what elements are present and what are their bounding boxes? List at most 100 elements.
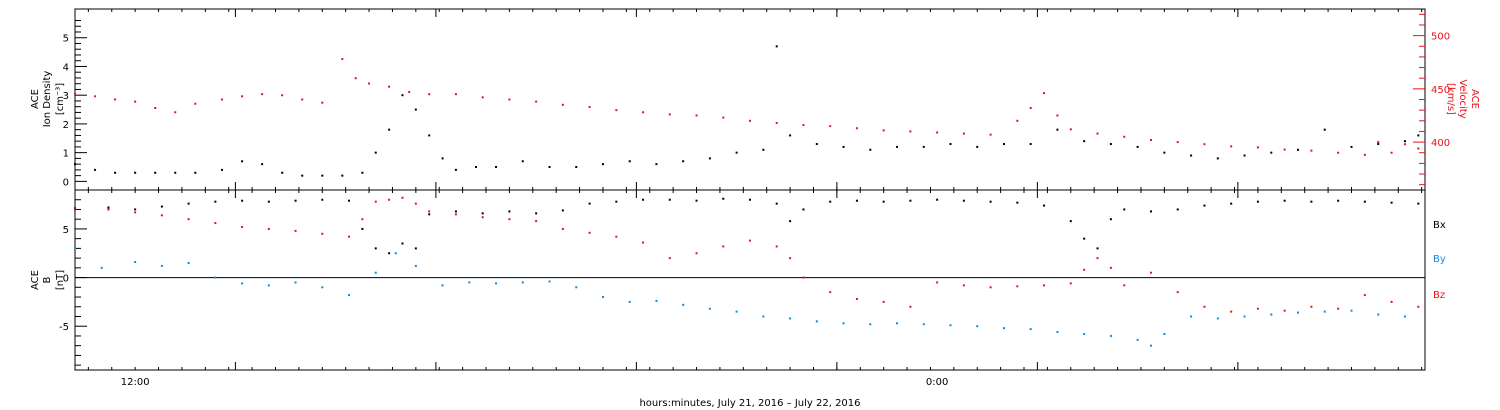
bx-point xyxy=(267,200,270,203)
by-point xyxy=(575,286,578,289)
density-point xyxy=(1403,140,1406,143)
by-point xyxy=(294,281,297,284)
density-point xyxy=(474,166,477,169)
density-point xyxy=(321,174,324,177)
bx-point xyxy=(1203,204,1206,207)
density-point xyxy=(1216,157,1219,160)
bz-point xyxy=(214,222,217,225)
density-point xyxy=(601,163,604,166)
bz-point xyxy=(134,211,137,214)
density-point xyxy=(114,171,117,174)
density-point xyxy=(842,145,845,148)
velocity-point xyxy=(1203,143,1206,146)
by-point xyxy=(548,280,551,283)
density-point xyxy=(815,143,818,146)
by-point xyxy=(869,323,872,326)
density-point xyxy=(575,166,578,169)
bz-point xyxy=(588,231,591,234)
bz-point xyxy=(1417,305,1420,308)
y-tick-label: 0 xyxy=(63,177,69,188)
density-point xyxy=(548,166,551,169)
bx-point xyxy=(1016,201,1019,204)
bz-point xyxy=(668,257,671,260)
density-point xyxy=(414,108,417,111)
density-point xyxy=(762,148,765,151)
velocity-point xyxy=(829,125,832,128)
velocity-point xyxy=(114,98,117,101)
by-point xyxy=(815,320,818,323)
bz-point xyxy=(1043,284,1046,287)
by-point xyxy=(628,300,631,303)
bz-point xyxy=(802,276,805,279)
velocity-point xyxy=(1363,153,1366,156)
bz-point xyxy=(1109,266,1112,269)
bz-point xyxy=(789,257,792,260)
bz-point xyxy=(1016,285,1019,288)
by-point xyxy=(842,322,845,325)
bottom-ylabel-line-3: [nT] xyxy=(55,270,66,290)
by-point xyxy=(735,310,738,313)
velocity-point xyxy=(615,109,618,112)
bz-point xyxy=(321,232,324,235)
density-point xyxy=(174,171,177,174)
bx-point xyxy=(428,213,431,216)
density-point xyxy=(261,163,264,166)
velocity-point xyxy=(481,96,484,99)
bx-point xyxy=(989,200,992,203)
density-point xyxy=(1056,128,1059,131)
velocity-point xyxy=(174,111,177,114)
density-point xyxy=(401,94,404,97)
velocity-point xyxy=(1256,146,1259,149)
velocity-point xyxy=(454,93,457,96)
bx-point xyxy=(1337,199,1340,202)
top-panel-frame xyxy=(74,8,1426,191)
by-point xyxy=(348,294,351,297)
by-point xyxy=(414,264,417,267)
velocity-point xyxy=(1283,148,1286,151)
bz-point xyxy=(454,213,457,216)
y-tick-label: 1 xyxy=(63,149,69,160)
velocity-point xyxy=(775,121,778,124)
bottom-panel-x-ticks xyxy=(87,190,1423,370)
bx-point xyxy=(321,198,324,201)
bx-point xyxy=(160,205,163,208)
density-point xyxy=(521,160,524,163)
bx-point xyxy=(1123,208,1126,211)
velocity-point xyxy=(74,93,76,96)
by-point xyxy=(976,325,979,328)
by-point xyxy=(160,264,163,267)
bx-point xyxy=(241,199,244,202)
density-point xyxy=(869,148,872,151)
by-point xyxy=(100,266,103,269)
bz-point xyxy=(749,239,751,242)
density-point xyxy=(241,160,244,163)
density-point xyxy=(1190,154,1193,157)
by-point xyxy=(374,271,377,274)
bz-point xyxy=(909,305,912,308)
bx-point xyxy=(374,247,377,250)
legend-by: By xyxy=(1433,254,1446,265)
bx-point xyxy=(775,202,778,205)
velocity-point xyxy=(1069,128,1072,131)
bz-point xyxy=(882,300,885,303)
by-point xyxy=(1083,333,1086,335)
bz-point xyxy=(1230,310,1233,313)
x-tick-label: 0:00 xyxy=(926,377,948,388)
density-point xyxy=(896,145,899,148)
by-point xyxy=(521,281,524,284)
bx-point xyxy=(722,197,725,200)
bz-point xyxy=(1337,307,1340,310)
velocity-point xyxy=(508,98,511,101)
velocity-point xyxy=(1016,119,1019,122)
bx-point xyxy=(1149,210,1152,213)
bz-point xyxy=(1149,271,1152,274)
bz-point xyxy=(535,220,538,223)
by-point xyxy=(394,252,397,255)
by-point xyxy=(601,296,604,299)
top-right-ylabel-line-1: ACE xyxy=(1469,89,1480,109)
velocity-point xyxy=(642,111,645,114)
bottom-ylabel-line-1: ACE xyxy=(30,270,41,290)
density-point xyxy=(194,171,197,174)
velocity-point xyxy=(261,93,264,96)
bz-point xyxy=(361,218,364,221)
